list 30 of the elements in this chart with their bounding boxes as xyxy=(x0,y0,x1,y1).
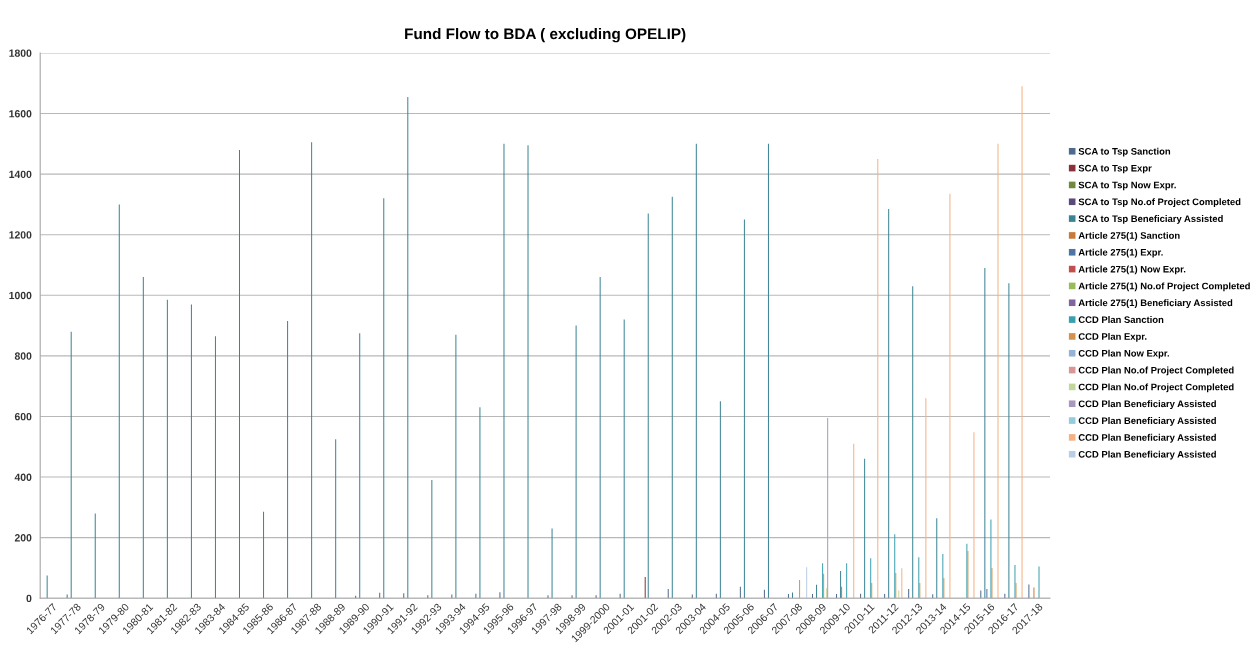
legend-label: CCD Plan No.of Project Completed xyxy=(1078,366,1234,376)
legend-label: CCD Plan Now Expr. xyxy=(1078,349,1169,359)
legend-label: SCA to Tsp Expr xyxy=(1078,164,1152,174)
legend-label: Article 275(1) Sanction xyxy=(1078,231,1180,241)
legend-label: SCA to Tsp No.of Project Completed xyxy=(1078,198,1241,208)
y-tick-label: 1600 xyxy=(9,110,32,118)
legend-label: CCD Plan Expr. xyxy=(1078,332,1147,342)
legend-label: Article 275(1) Beneficiary Assisted xyxy=(1078,299,1233,309)
y-tick-label: 1000 xyxy=(9,291,32,300)
chart-title: Fund Flow to BDA ( excluding OPELIP) xyxy=(405,28,686,43)
legend-label: Article 275(1) Expr. xyxy=(1078,248,1163,258)
legend-label: CCD Plan Beneficiary Assisted xyxy=(1078,433,1216,443)
legend-label: SCA to Tsp Now Expr. xyxy=(1078,181,1176,191)
legend-label: SCA to Tsp Beneficiary Assisted xyxy=(1078,215,1223,224)
legend-label: CCD Plan Beneficiary Assisted xyxy=(1078,400,1216,410)
y-tick-label: 1200 xyxy=(9,231,32,239)
y-tick-label: 1400 xyxy=(9,170,32,179)
y-tick-label: 600 xyxy=(14,412,32,421)
legend-label: CCD Plan Sanction xyxy=(1078,316,1164,323)
y-tick-label: 400 xyxy=(14,473,32,481)
legend-label: CCD Plan Beneficiary Assisted xyxy=(1078,417,1216,426)
legend-label: Article 275(1) No.of Project Completed xyxy=(1078,282,1250,292)
legend-label: CCD Plan Beneficiary Assisted xyxy=(1078,450,1216,460)
y-tick-label: 0 xyxy=(26,594,32,603)
legend-label: SCA to Tsp Sanction xyxy=(1078,147,1171,157)
legend-label: CCD Plan No.of Project Completed xyxy=(1078,383,1234,393)
y-tick-label: 200 xyxy=(14,534,32,542)
legend-label: Article 275(1) Now Expr. xyxy=(1078,265,1186,275)
y-tick-label: 800 xyxy=(14,352,32,360)
y-tick-label: 1800 xyxy=(9,49,32,57)
